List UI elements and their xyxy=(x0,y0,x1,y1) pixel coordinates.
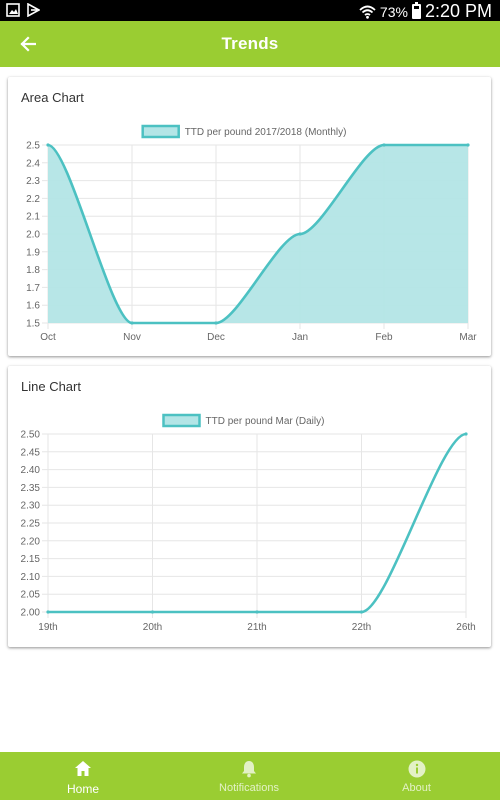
y-tick-label: 2.25 xyxy=(21,519,41,530)
wifi-icon xyxy=(359,5,376,19)
play-store-icon xyxy=(27,3,40,17)
data-point xyxy=(46,143,50,147)
line-chart-card: Line Chart TTD per pound Mar (Daily) 2.50… xyxy=(8,366,491,647)
data-point xyxy=(298,232,302,236)
y-tick-label: 1.8 xyxy=(26,265,40,276)
nav-item-home[interactable]: Home xyxy=(0,752,166,800)
legend-label: TTD per pound 2017/2018 (Monthly) xyxy=(185,127,347,138)
y-tick-label: 2.30 xyxy=(21,501,41,512)
y-tick-label: 2.35 xyxy=(21,483,41,494)
legend-label: TTD per pound Mar (Daily) xyxy=(206,416,325,427)
y-tick-label: 2.0 xyxy=(26,230,40,241)
y-tick-label: 2.50 xyxy=(21,430,41,441)
y-tick-label: 2.5 xyxy=(26,141,40,152)
line-chart: TTD per pound Mar (Daily) 2.50 2.45 2.40 2.3… xyxy=(21,413,476,633)
y-tick-label: 2.4 xyxy=(26,158,40,169)
nav-item-notifications[interactable]: Notifications xyxy=(166,752,332,800)
y-tick-label: 1.6 xyxy=(26,301,40,312)
nav-label: About xyxy=(402,782,431,794)
y-tick-label: 1.5 xyxy=(26,319,40,330)
gallery-icon xyxy=(6,3,20,17)
nav-item-about[interactable]: About xyxy=(333,752,500,800)
data-point xyxy=(130,321,134,325)
info-icon xyxy=(408,760,425,778)
status-right: 73% 2:20 PM xyxy=(359,1,492,22)
arrow-left-icon xyxy=(20,36,36,52)
x-tick-label: 19th xyxy=(38,622,57,633)
nav-label: Home xyxy=(66,782,99,796)
back-button[interactable] xyxy=(14,30,42,58)
chart-legend: TTD per pound Mar (Daily) xyxy=(162,413,325,428)
app-bar: Trends xyxy=(0,21,500,67)
data-point xyxy=(359,610,364,614)
y-tick-label: 2.05 xyxy=(21,590,41,601)
data-point xyxy=(214,321,218,325)
chart-legend: TTD per pound 2017/2018 (Monthly) xyxy=(141,124,347,139)
area-chart-card: Area Chart TTD per pound 2017/2018 (Mont… xyxy=(8,77,491,356)
data-point xyxy=(466,143,470,147)
notification-icons xyxy=(6,3,40,17)
x-tick-label: Mar xyxy=(459,332,477,343)
y-tick-label: 1.7 xyxy=(26,283,40,294)
x-tick-label: 21th xyxy=(247,622,266,633)
data-point xyxy=(46,610,50,614)
y-tick-label: 2.20 xyxy=(21,536,41,547)
area-chart: TTD per pound 2017/2018 (Monthly) 2.5 2.4 2… xyxy=(26,124,477,343)
x-tick-label: Jan xyxy=(292,332,308,343)
card-title: Line Chart xyxy=(21,379,81,394)
battery-icon xyxy=(411,2,421,19)
data-point xyxy=(255,610,259,614)
nav-label: Notifications xyxy=(219,782,279,794)
x-tick-label: Dec xyxy=(207,332,225,343)
legend-swatch xyxy=(162,413,201,428)
data-point xyxy=(382,143,386,147)
status-bar: 73% 2:20 PM xyxy=(0,0,500,21)
bell-icon xyxy=(242,761,256,778)
y-tick-label: 2.40 xyxy=(21,465,41,476)
x-tick-label: 20th xyxy=(143,622,162,633)
clock: 2:20 PM xyxy=(424,1,492,21)
legend-swatch xyxy=(141,124,180,139)
page-title: Trends xyxy=(221,34,279,53)
x-tick-label: 22th xyxy=(352,622,371,633)
y-tick-label: 2.3 xyxy=(26,176,40,187)
y-tick-label: 2.15 xyxy=(21,554,41,565)
y-tick-label: 2.1 xyxy=(26,212,40,223)
y-tick-label: 1.9 xyxy=(26,247,40,258)
y-tick-label: 2.2 xyxy=(26,194,40,205)
battery-percent: 73% xyxy=(379,3,408,20)
series-line xyxy=(47,432,467,614)
home-icon xyxy=(75,761,91,776)
y-tick-label: 2.10 xyxy=(21,572,41,583)
x-tick-label: 26th xyxy=(456,622,475,633)
bottom-nav: Home Notifications About xyxy=(0,752,500,800)
x-tick-label: Feb xyxy=(375,332,393,343)
y-tick-label: 2.00 xyxy=(21,608,41,619)
area-fill xyxy=(48,145,468,323)
x-tick-label: Oct xyxy=(40,332,56,343)
card-title: Area Chart xyxy=(21,90,84,105)
x-tick-label: Nov xyxy=(123,332,141,343)
data-point xyxy=(464,432,468,436)
y-tick-label: 2.45 xyxy=(21,447,41,458)
data-point xyxy=(150,610,155,614)
